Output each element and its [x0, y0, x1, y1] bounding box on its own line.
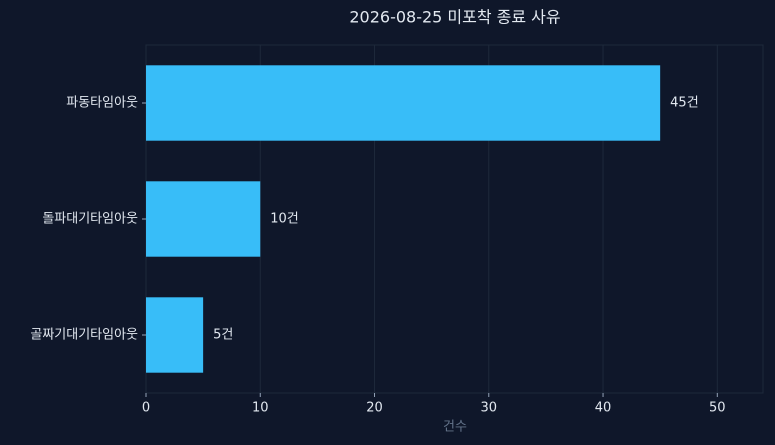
x-tick-label: 20	[366, 401, 383, 416]
bar	[146, 297, 204, 373]
bar	[146, 181, 261, 257]
value-label: 5건	[213, 328, 233, 343]
value-label: 45건	[670, 96, 699, 111]
bar	[146, 65, 661, 141]
chart-title: 2026-08-25 미포착 종료 사유	[349, 8, 560, 27]
x-tick-label: 30	[481, 401, 498, 416]
x-axis-label: 건수	[443, 420, 467, 435]
x-tick-label: 40	[595, 401, 612, 416]
x-tick-label: 10	[252, 401, 269, 416]
x-tick-label: 0	[142, 401, 150, 416]
x-tick-label: 50	[709, 401, 726, 416]
y-tick-label: 파동타임아웃	[66, 96, 138, 111]
y-tick-label: 돌파대기타임아웃	[42, 212, 138, 227]
y-tick-label: 골짜기대기타임아웃	[30, 328, 138, 343]
value-label: 10건	[270, 212, 299, 227]
